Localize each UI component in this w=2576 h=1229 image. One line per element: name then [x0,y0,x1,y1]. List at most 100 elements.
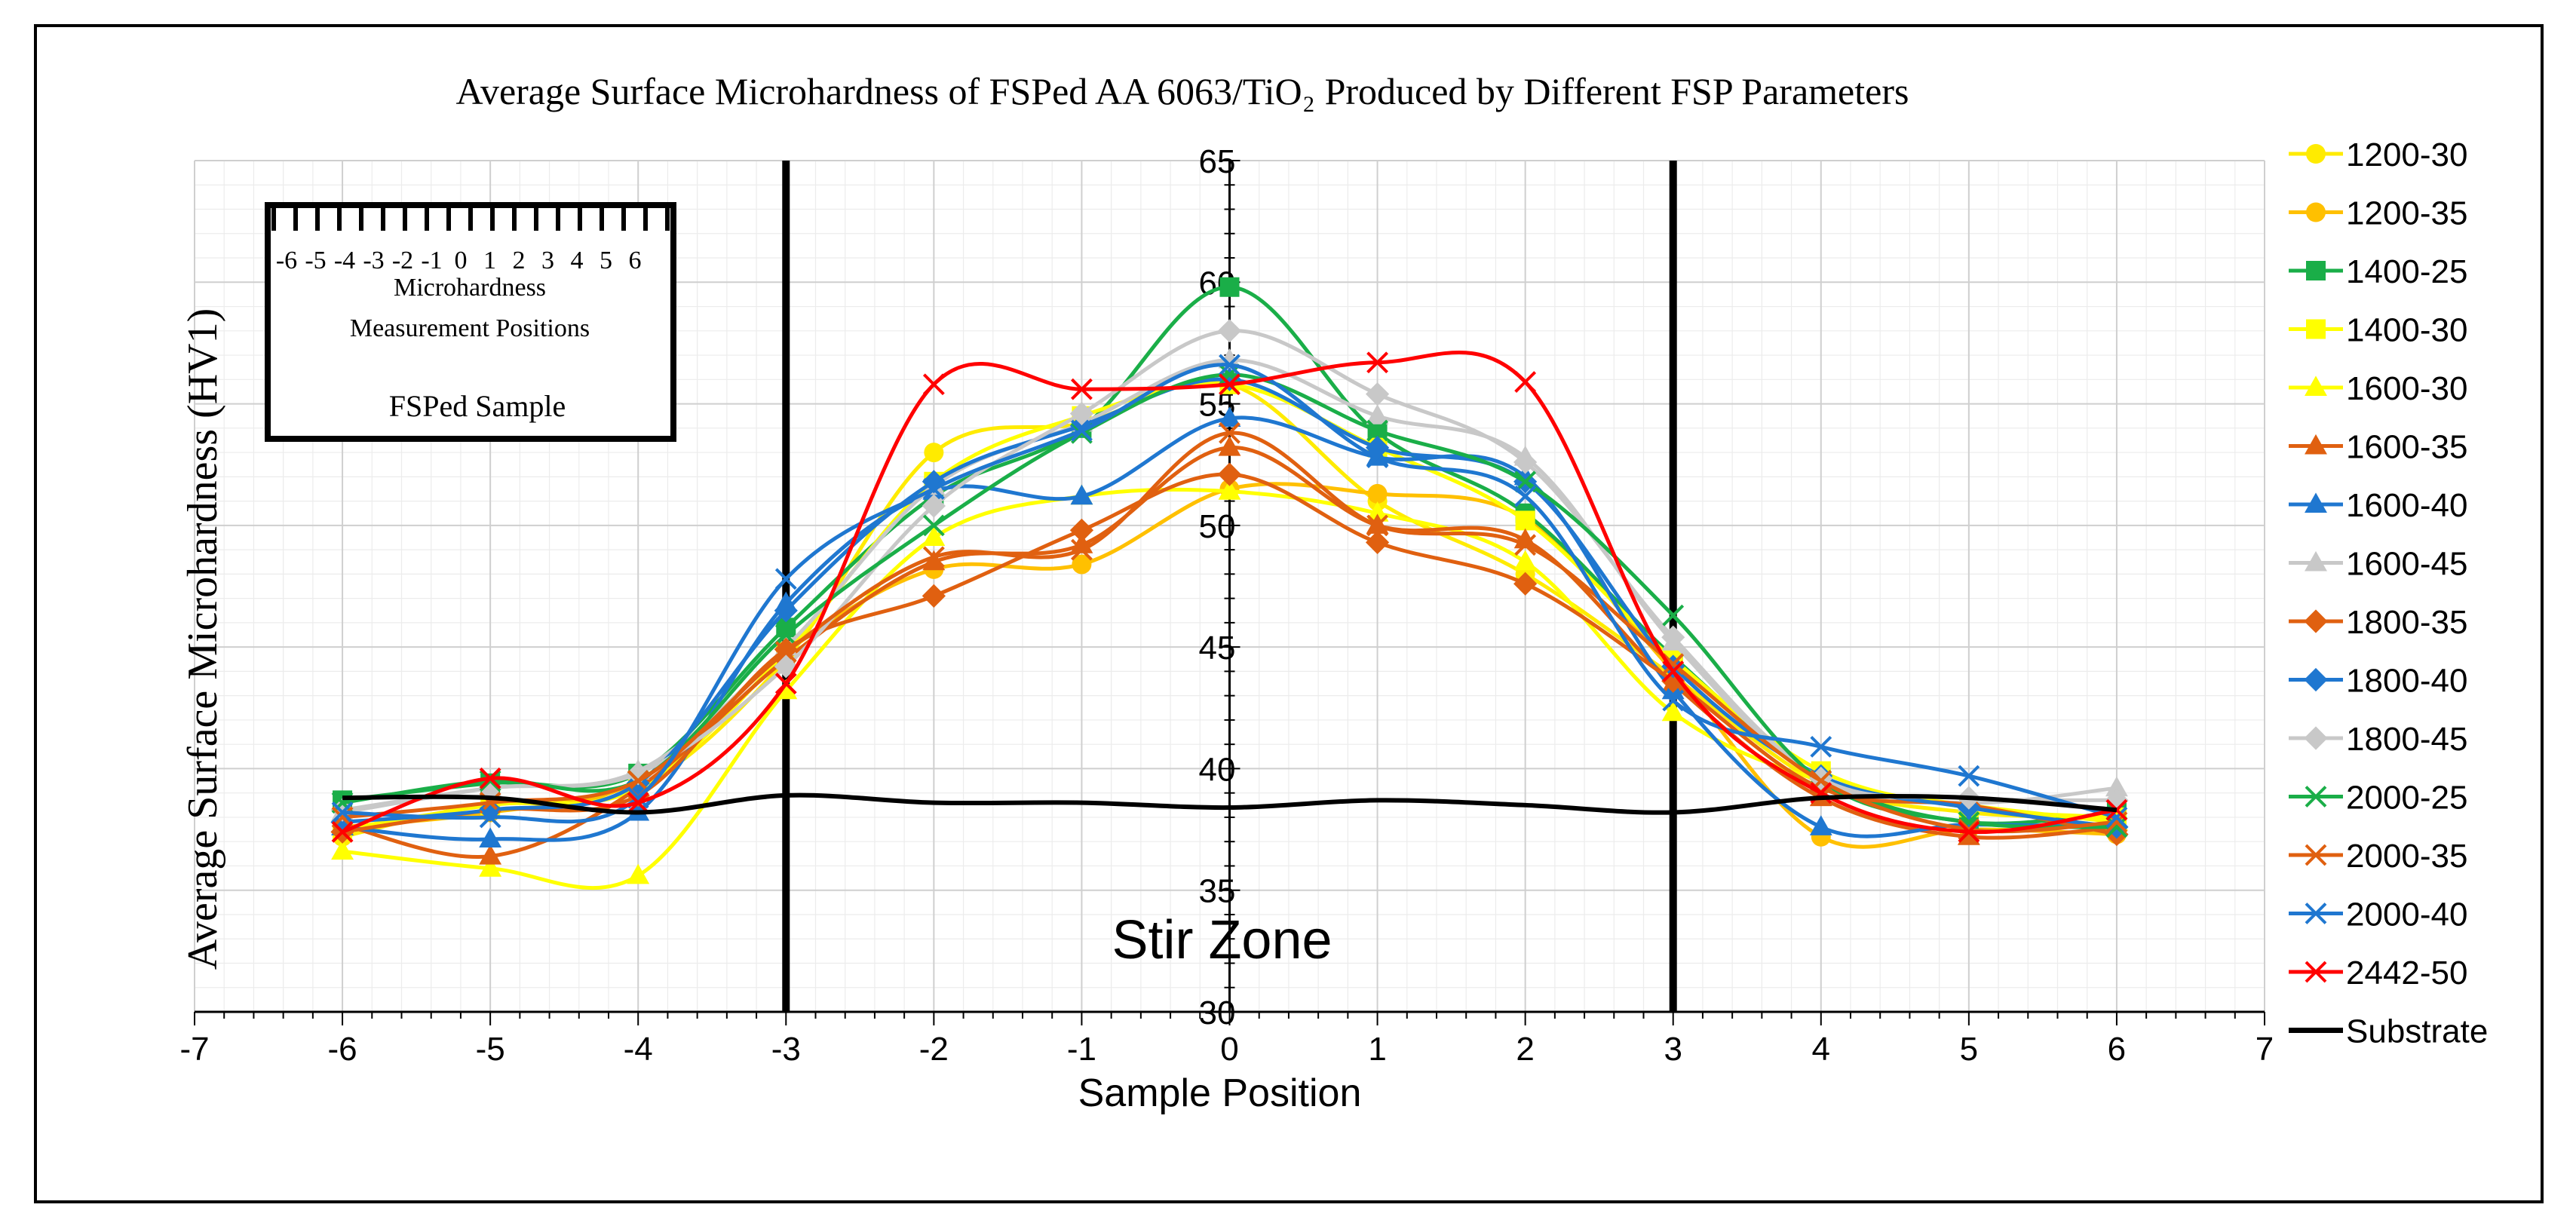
data-point [922,373,945,396]
legend-item-1600-45: 1600-45 [2289,546,2467,583]
x-tick-label: 5 [1960,1031,1978,1068]
data-point [1069,518,1094,542]
legend-item-1200-35: 1200-35 [2289,195,2467,232]
x-marker-stroke [922,478,945,500]
y-tick-label: 45 [1199,630,1236,667]
inset-scale-label: 4 [571,247,584,274]
x-marker-stroke [1366,446,1388,468]
x-marker-stroke [2105,816,2128,838]
x-marker-stroke [479,806,501,829]
x-tick-label: 2 [1516,1031,1534,1068]
legend-marker [2306,319,2326,339]
data-point [922,584,946,608]
x-tick-label: -7 [179,1031,209,1068]
x-tick-label: -2 [919,1031,949,1068]
inset-scale-label: 6 [629,247,642,274]
x-marker-stroke [1810,735,1832,758]
x-marker-stroke [1219,354,1240,376]
data-point [922,550,946,571]
data-point [1809,815,1832,835]
data-point [1069,401,1094,426]
x-marker-stroke [1662,653,1685,676]
data-point [1219,421,1240,444]
x-tick-label: 1 [1368,1031,1386,1068]
x-marker-stroke [1366,351,1388,374]
legend-marker [2306,261,2326,280]
x-marker-stroke [2105,806,2128,829]
x-marker-stroke [627,770,649,792]
data-point [1515,510,1535,531]
data-point [1958,818,1980,841]
stir-zone-boundaries [782,161,1677,1012]
inset-scale-label: 3 [541,247,554,274]
x-marker-stroke [922,373,945,396]
legend-item-2000-35: 2000-35 [2289,838,2467,875]
x-marker-stroke [922,514,945,537]
legend-label: 1400-25 [2346,253,2467,290]
legend-label: 1600-35 [2346,429,2467,466]
data-point [922,526,946,547]
legend-label: 2000-25 [2346,780,2467,817]
data-point [479,767,501,789]
data-point [479,770,501,792]
data-point [922,494,946,518]
legend-label: 1800-35 [2346,604,2467,641]
series-line [342,792,2118,815]
chart-title: Average Surface Microhardness of FSPed A… [456,70,1909,112]
data-point [1957,825,1980,845]
legend-marker [2305,961,2327,983]
data-point [774,599,798,623]
data-point [1365,382,1390,406]
legend-item-1800-35: 1800-35 [2289,604,2467,641]
legend-marker [2304,726,2328,750]
data-point [1513,550,1537,571]
y-axis-label: Average Surface Microhardness (HV1) [179,308,226,970]
data-point [1662,689,1685,712]
legend-marker [2306,202,2326,222]
legend-marker [2305,375,2327,397]
data-point [2105,776,2128,797]
inset-scale-label: -4 [334,247,355,274]
data-point [922,514,945,537]
data-point [1366,351,1388,374]
x-tick-labels: -7 -6 -5 -4 -3 -2 -1 0 1 2 3 4 5 6 7 [179,1031,2274,1068]
data-point [1366,514,1388,537]
stir-zone-label: Stir Zone [1112,910,1332,970]
data-point [1513,572,1538,596]
data-point [479,857,502,877]
data-point [479,827,502,848]
data-point [627,792,649,814]
legend-marker [2305,903,2327,924]
inset-scale-label: 1 [483,247,496,274]
measurement-positions-inset: -6 -5 -4 -3 -2 -1 0 1 2 3 4 5 6 Microhardness Measur… [265,202,676,442]
x-marker-stroke [1514,371,1537,393]
legend-item-Substrate: Substrate [2289,1013,2488,1050]
legend-item-1400-25: 1400-25 [2289,253,2467,290]
legend-label: Substrate [2346,1013,2488,1050]
x-marker-stroke [1958,818,1980,841]
data-point [1662,604,1685,627]
data-point [1219,363,1240,386]
data-point [1662,653,1685,676]
data-point [479,844,502,865]
x-marker-stroke [1219,421,1240,444]
legend-label: 2000-40 [2346,896,2467,933]
x-marker-stroke [1071,538,1093,561]
legend-marker [2305,786,2327,808]
data-point [922,478,945,500]
data-point [627,770,649,792]
data-point [1366,446,1388,468]
x-tick-label: 6 [2108,1031,2126,1068]
legend-label: 1600-40 [2346,487,2467,524]
x-marker-stroke [627,792,649,814]
legend-marker [2305,434,2327,455]
data-point [1218,436,1241,456]
x-marker-stroke [1662,604,1685,627]
data-point [1218,480,1241,500]
inset-scale-labels: -6 -5 -4 -3 -2 -1 0 1 2 3 4 5 6 [276,247,642,274]
x-marker-stroke [1071,378,1093,400]
x-marker-stroke [1366,514,1388,537]
y-tick-label: 50 [1199,508,1236,545]
